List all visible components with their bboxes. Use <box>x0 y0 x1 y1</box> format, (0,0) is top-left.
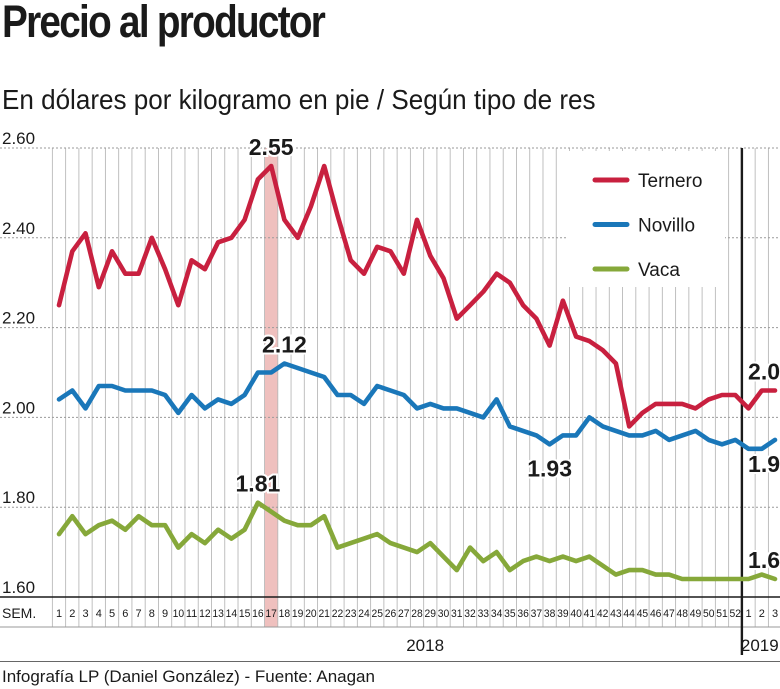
x-tick-label: 35 <box>504 608 516 620</box>
year-label: 2019 <box>741 636 779 655</box>
x-tick-label: 29 <box>425 608 437 620</box>
x-tick-label: 28 <box>411 608 423 620</box>
x-tick-label: 10 <box>173 608 185 620</box>
x-tick-label: 9 <box>162 608 168 620</box>
x-tick-label: 38 <box>544 608 556 620</box>
x-tick-label: 37 <box>531 608 543 620</box>
data-label: 1.81 <box>236 471 281 497</box>
highlight-band <box>264 148 278 627</box>
y-tick-label: 2.40 <box>2 219 35 238</box>
chart-subtitle: En dólares por kilogramo en pie / Según … <box>2 84 596 115</box>
x-tick-label: 40 <box>570 608 582 620</box>
x-tick-label: 27 <box>398 608 410 620</box>
x-tick-label: 50 <box>703 608 715 620</box>
x-tick-label: 8 <box>149 608 155 620</box>
data-label: 2.12 <box>262 332 307 358</box>
y-tick-label: 2.60 <box>2 129 35 148</box>
x-tick-label: 31 <box>451 608 463 620</box>
x-tick-label: 34 <box>491 608 503 620</box>
legend-label: Vaca <box>638 260 680 281</box>
x-tick-label: 47 <box>663 608 675 620</box>
data-label: 2.06 <box>748 358 780 384</box>
x-tick-label: 4 <box>96 608 102 620</box>
data-label: 1.64 <box>748 547 780 573</box>
x-tick-label: 22 <box>332 608 344 620</box>
data-label: 1.93 <box>527 455 572 481</box>
x-tick-label: 45 <box>637 608 649 620</box>
x-tick-label: 5 <box>109 608 115 620</box>
x-tick-label: 26 <box>385 608 397 620</box>
x-tick-label: 16 <box>252 608 264 620</box>
source-credit: Infografía LP (Daniel González) - Fuente… <box>2 667 375 686</box>
year-label: 2018 <box>406 636 444 655</box>
x-tick-label: 49 <box>690 608 702 620</box>
x-tick-label: 18 <box>279 608 291 620</box>
x-tick-label: 20 <box>305 608 317 620</box>
x-tick-label: 51 <box>716 608 728 620</box>
x-axis-label: SEM. <box>2 605 36 621</box>
x-tick-label: 2 <box>759 608 765 620</box>
x-tick-label: 46 <box>650 608 662 620</box>
x-tick-label: 33 <box>478 608 490 620</box>
x-tick-label: 13 <box>212 608 224 620</box>
x-tick-label: 21 <box>318 608 330 620</box>
x-tick-label: 17 <box>265 608 277 620</box>
y-tick-label: 2.00 <box>2 398 35 417</box>
footer-divider <box>0 661 780 662</box>
x-tick-label: 25 <box>371 608 383 620</box>
x-tick-label: 41 <box>584 608 596 620</box>
chart-title: Precio al productor <box>2 0 326 47</box>
data-label: 1.95 <box>748 451 780 477</box>
x-tick-label: 48 <box>676 608 688 620</box>
x-tick-label: 19 <box>292 608 304 620</box>
x-tick-label: 36 <box>517 608 529 620</box>
y-tick-label: 2.20 <box>2 309 35 328</box>
x-tick-label: 6 <box>122 608 128 620</box>
x-tick-label: 7 <box>135 608 141 620</box>
x-tick-label: 15 <box>239 608 251 620</box>
x-tick-label: 1 <box>56 608 62 620</box>
x-tick-label: 32 <box>464 608 476 620</box>
x-tick-label: 44 <box>623 608 635 620</box>
x-tick-label: 24 <box>358 608 370 620</box>
x-tick-label: 3 <box>772 608 778 620</box>
x-tick-label: 11 <box>186 608 198 620</box>
x-tick-label: 43 <box>610 608 622 620</box>
series-line-vaca <box>56 500 778 582</box>
x-tick-label: 3 <box>82 608 88 620</box>
series-line-ternero <box>56 163 778 429</box>
data-label: 2.55 <box>249 134 294 160</box>
x-tick-label: 12 <box>199 608 211 620</box>
series-line-novillo <box>56 361 778 452</box>
x-tick-label: 52 <box>730 608 742 620</box>
x-tick-label: 2 <box>69 608 75 620</box>
y-tick-label: 1.60 <box>2 578 35 597</box>
legend-box <box>567 151 725 287</box>
x-tick-label: 42 <box>597 608 609 620</box>
x-tick-label: 14 <box>226 608 238 620</box>
legend-label: Novillo <box>638 216 695 237</box>
y-tick-label: 1.80 <box>2 488 35 507</box>
x-tick-label: 23 <box>345 608 357 620</box>
x-tick-label: 30 <box>438 608 450 620</box>
x-tick-label: 39 <box>557 608 569 620</box>
legend-label: Ternero <box>638 171 702 192</box>
x-tick-label: 1 <box>745 608 751 620</box>
